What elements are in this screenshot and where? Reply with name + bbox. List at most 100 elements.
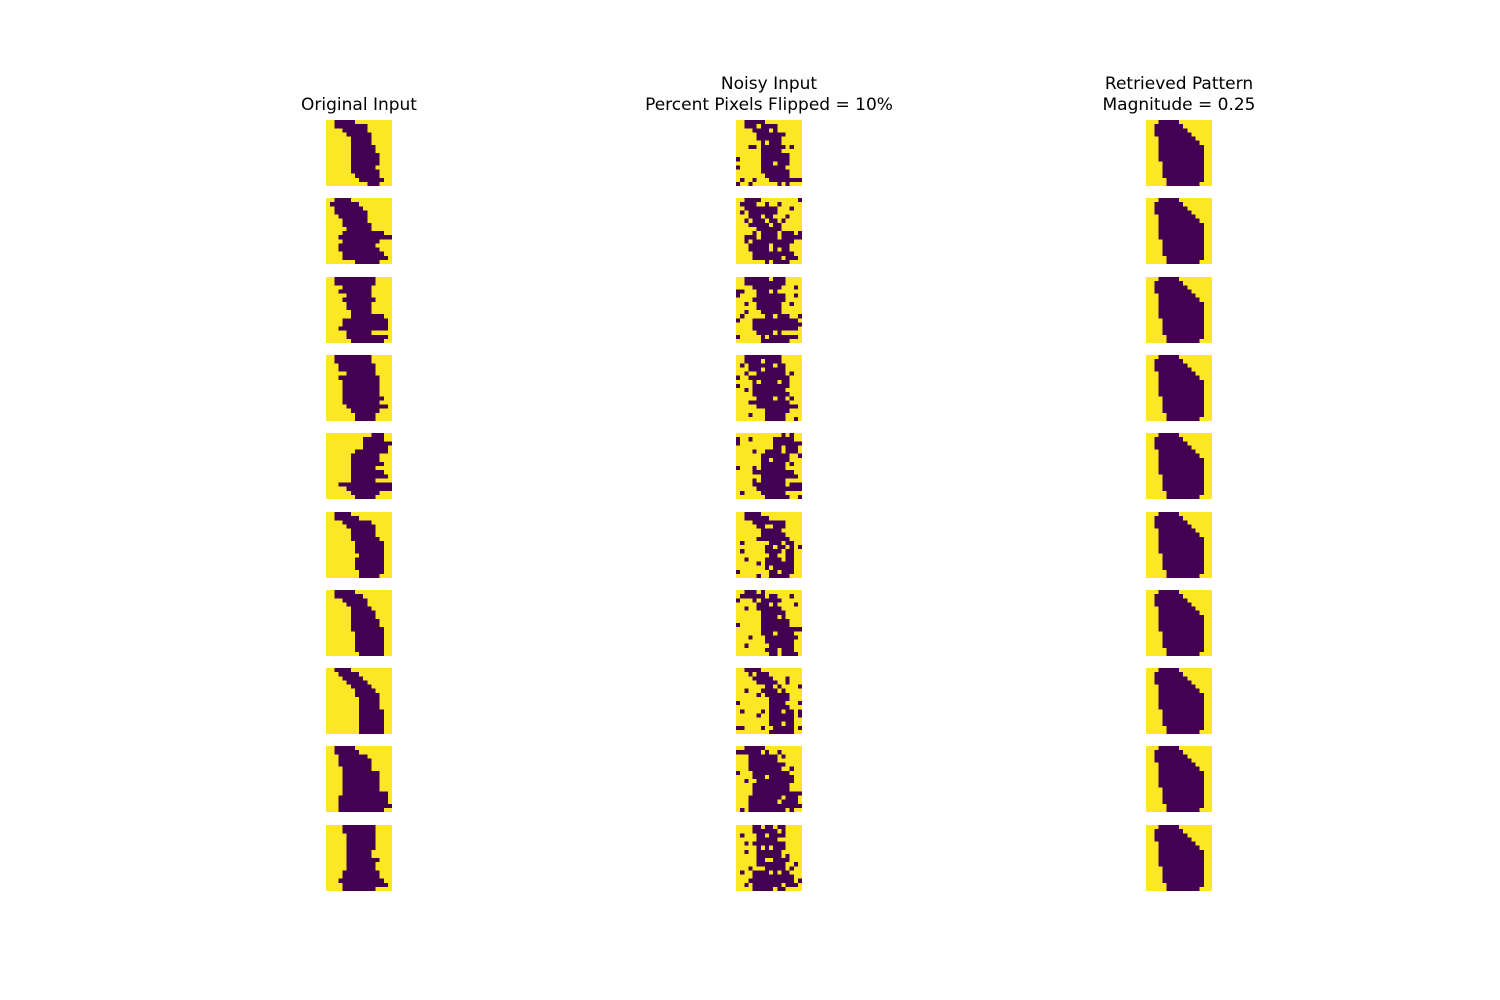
pixel-cell bbox=[793, 445, 798, 450]
pixel-cell bbox=[764, 214, 770, 219]
pixel-cell bbox=[752, 326, 757, 331]
pixel-cell bbox=[740, 549, 745, 554]
pixel-cell bbox=[371, 255, 376, 260]
pixel-cell bbox=[764, 870, 770, 875]
pixel-cell bbox=[1174, 696, 1180, 702]
pixel-cell bbox=[1174, 218, 1180, 223]
pixel-cell bbox=[773, 713, 778, 718]
pixel-cell bbox=[789, 643, 794, 648]
pixel-cell bbox=[752, 281, 757, 286]
pixel-cell bbox=[1174, 326, 1180, 331]
pixel-cell bbox=[1166, 202, 1171, 207]
pixel-cell bbox=[760, 486, 765, 491]
pixel-cell bbox=[1187, 858, 1192, 863]
pixel-cell bbox=[363, 717, 368, 722]
pixel-cell bbox=[1162, 301, 1167, 306]
pixel-cell bbox=[1191, 878, 1196, 883]
pixel-cell bbox=[375, 318, 380, 323]
pixel-cell bbox=[1183, 878, 1188, 883]
pixel-cell bbox=[785, 181, 790, 186]
pixel-cell bbox=[371, 392, 376, 397]
pixel-cell bbox=[1170, 837, 1175, 842]
pixel-cell bbox=[1199, 623, 1204, 628]
pixel-cell bbox=[363, 825, 368, 830]
pixel-cell bbox=[797, 486, 802, 491]
pixel-cell bbox=[1174, 807, 1180, 812]
pixel-cell bbox=[756, 383, 761, 389]
pixel-cell bbox=[1179, 721, 1184, 726]
pixel-cell bbox=[769, 791, 774, 796]
pixel-cell bbox=[379, 799, 384, 804]
pixel-cell bbox=[756, 825, 761, 830]
pixel-cell bbox=[797, 545, 802, 550]
pixel-cell bbox=[1191, 787, 1196, 792]
pixel-cell bbox=[1170, 206, 1175, 211]
pixel-cell bbox=[387, 235, 392, 240]
pixel-cell bbox=[748, 355, 753, 360]
pixel-cell bbox=[1162, 540, 1167, 546]
pixel-cell bbox=[1162, 862, 1167, 867]
pixel-cell bbox=[1199, 255, 1204, 260]
pixel-cell bbox=[354, 388, 360, 393]
pixel-cell bbox=[785, 404, 790, 409]
pixel-cell bbox=[1162, 408, 1167, 413]
pixel-cell bbox=[785, 639, 790, 644]
pixel-cell bbox=[1166, 255, 1171, 260]
pixel-cell bbox=[354, 606, 360, 611]
pixel-cell bbox=[752, 198, 757, 203]
pixel-cell bbox=[777, 400, 782, 405]
pixel-cell bbox=[797, 878, 802, 883]
pixel-cell bbox=[764, 136, 770, 141]
pixel-cell bbox=[777, 359, 782, 364]
pixel-cell bbox=[375, 169, 380, 174]
pixel-cell bbox=[1166, 466, 1171, 471]
pixel-cell bbox=[371, 858, 376, 863]
pixel-cell bbox=[1183, 486, 1188, 491]
pixel-cell bbox=[1158, 512, 1163, 517]
pixel-cell bbox=[1162, 766, 1167, 771]
pixel-cell bbox=[1174, 668, 1180, 673]
pixel-cell bbox=[1170, 173, 1175, 178]
pixel-cell bbox=[350, 128, 355, 133]
pixel-cell bbox=[1183, 140, 1188, 145]
pixel-cell bbox=[1195, 251, 1200, 256]
column-title-retrieved-line-2: Magnitude = 0.25 bbox=[1102, 95, 1256, 115]
pixel-cell bbox=[1183, 247, 1188, 252]
pixel-cell bbox=[354, 161, 360, 166]
pixel-cell bbox=[756, 516, 761, 521]
pixel-cell bbox=[773, 696, 778, 702]
pixel-cell bbox=[1162, 277, 1167, 282]
pixel-cell bbox=[777, 416, 782, 421]
pixel-cell bbox=[1179, 128, 1184, 133]
pixel-cell bbox=[797, 494, 802, 499]
pixel-cell bbox=[1174, 408, 1180, 413]
pixel-cell bbox=[1179, 305, 1184, 311]
pixel-cell bbox=[1179, 886, 1184, 891]
pixel-cell bbox=[1187, 874, 1192, 879]
pixel-cell bbox=[1183, 807, 1188, 812]
pixel-cell bbox=[781, 639, 786, 644]
pixel-cell bbox=[785, 392, 790, 397]
pixel-cell bbox=[1195, 713, 1200, 718]
pixel-cell bbox=[764, 128, 770, 133]
pixel-cell bbox=[1187, 807, 1192, 812]
pixel-cell bbox=[1179, 408, 1184, 413]
pixel-cell bbox=[1187, 639, 1192, 644]
pixel-cell bbox=[1162, 375, 1167, 380]
pixel-cell bbox=[781, 545, 786, 550]
pixel-cell bbox=[350, 841, 355, 846]
pixel-cell bbox=[756, 573, 761, 578]
pixel-cell bbox=[777, 725, 782, 730]
pixel-cell bbox=[752, 239, 757, 244]
pixel-cell bbox=[1170, 750, 1175, 755]
pixel-cell bbox=[1162, 825, 1167, 830]
pixel-cell bbox=[1166, 326, 1171, 331]
pixel-cell bbox=[1162, 701, 1167, 706]
pixel-cell bbox=[363, 251, 368, 256]
pixel-cell bbox=[338, 367, 343, 372]
pixel-cell bbox=[375, 545, 380, 550]
pixel-cell bbox=[1174, 251, 1180, 256]
pixel-cell bbox=[1166, 379, 1171, 384]
pixel-cell bbox=[785, 161, 790, 166]
pixel-cell bbox=[1179, 701, 1184, 706]
